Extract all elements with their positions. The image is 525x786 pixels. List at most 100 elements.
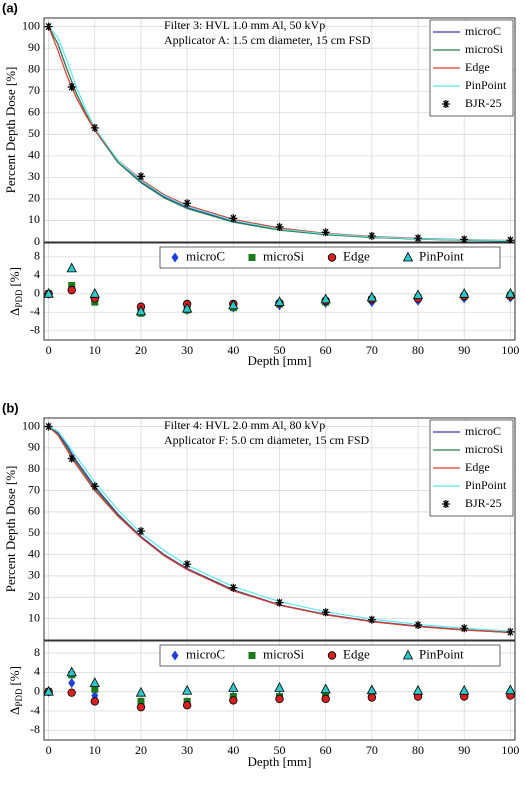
marker	[414, 621, 423, 630]
marker	[66, 666, 77, 677]
y-tick-label: 40	[28, 546, 40, 560]
y-tick-label: 50	[28, 525, 40, 539]
legend-swatch	[442, 500, 450, 508]
x-tick-label: 80	[412, 343, 424, 357]
y-axis-label: Percent Depth Dose [%]	[3, 67, 18, 194]
legend-swatch	[327, 253, 337, 262]
y-axis-label: Percent Depth Dose [%]	[3, 466, 18, 593]
marker	[228, 299, 239, 310]
marker	[412, 289, 424, 300]
y-tick-label: 20	[28, 589, 40, 603]
x-tick-label: 40	[227, 343, 239, 357]
plot-frame	[43, 242, 516, 341]
y-tick-label: 80	[28, 61, 40, 75]
x-tick-label: 90	[458, 343, 470, 357]
marker	[182, 701, 192, 710]
y-tick-label: 30	[28, 169, 40, 183]
legend-swatch	[327, 651, 337, 660]
marker	[459, 684, 470, 695]
marker	[229, 214, 238, 223]
x-axis-label: Depth [mm]	[248, 353, 312, 368]
y-tick-label: 50	[28, 126, 40, 140]
y-tick-label: 80	[28, 461, 40, 475]
marker	[367, 693, 377, 702]
y-label-symbol: Δ	[7, 308, 22, 316]
y-tick-label: 10	[28, 212, 40, 226]
marker	[460, 235, 469, 244]
annotation: Applicator A: 1.5 cm diameter, 15 cm FSD	[164, 33, 371, 47]
legend-swatch	[248, 254, 256, 261]
legend-label: BJR-25	[465, 496, 502, 510]
marker	[90, 482, 99, 491]
marker	[459, 287, 470, 298]
x-tick-label: 20	[135, 743, 147, 757]
annotation: Applicator F: 5.0 cm diameter, 15 cm FSD	[164, 433, 369, 447]
legend-swatch	[171, 650, 179, 661]
y-tick-label: 30	[28, 568, 40, 582]
x-tick-label: 100	[501, 343, 519, 357]
y-tick-label: 4	[34, 664, 40, 678]
x-tick-label: 30	[181, 343, 193, 357]
y-label-symbol: Δ	[7, 707, 22, 715]
annotation: Filter 3: HVL 1.0 mm Al, 50 kVp	[164, 18, 325, 32]
marker	[414, 234, 423, 243]
y-tick-label: 8	[34, 249, 40, 263]
y-axis-label: ΔPDD [%]	[7, 267, 24, 316]
marker	[136, 527, 145, 536]
plot-frame	[43, 17, 516, 243]
marker	[321, 228, 330, 237]
marker	[460, 624, 469, 633]
y-tick-label: -8	[30, 722, 40, 736]
y-tick-label: 20	[28, 191, 40, 205]
plot-frame	[43, 417, 516, 641]
marker	[229, 583, 238, 592]
marker	[67, 82, 76, 91]
y-tick-label: 60	[28, 504, 40, 518]
x-tick-label: 100	[501, 743, 519, 757]
y-tick-label: 8	[34, 645, 40, 659]
x-tick-label: 0	[46, 343, 52, 357]
legend-swatch	[442, 100, 450, 108]
marker	[366, 684, 378, 695]
x-tick-label: 60	[320, 743, 332, 757]
marker	[135, 686, 147, 697]
legend-label: BJR-25	[465, 96, 502, 110]
y-tick-label: 40	[28, 148, 40, 162]
legend-label: PinPoint	[419, 646, 464, 661]
marker	[275, 598, 284, 607]
legend-swatch	[402, 251, 414, 262]
marker	[320, 293, 331, 304]
legend-label: PinPoint	[465, 478, 507, 492]
x-axis-label: Depth [mm]	[248, 754, 312, 769]
y-label-subscript: PDD	[14, 688, 24, 707]
marker	[44, 22, 53, 31]
marker	[321, 694, 330, 704]
marker	[228, 681, 239, 692]
marker	[68, 281, 76, 289]
y-tick-label: 0	[34, 683, 40, 697]
legend-label: PinPoint	[465, 78, 507, 92]
x-tick-label: 40	[227, 743, 239, 757]
legend-label: Edge	[343, 646, 370, 661]
x-tick-label: 10	[89, 343, 101, 357]
y-label-subscript: PDD	[14, 289, 24, 308]
marker	[43, 287, 54, 298]
marker	[275, 694, 284, 704]
marker	[367, 231, 376, 240]
y-axis-label: ΔPDD [%]	[7, 666, 24, 715]
legend-label: microC	[186, 646, 225, 661]
x-tick-label: 30	[181, 743, 193, 757]
marker	[89, 677, 100, 687]
x-tick-label: 0	[46, 743, 52, 757]
y-label-unit: [%]	[7, 666, 22, 686]
legend-swatch	[248, 652, 256, 659]
legend-label: microC	[465, 424, 501, 438]
x-tick-label: 70	[366, 343, 378, 357]
marker	[90, 123, 99, 132]
x-tick-label: 60	[320, 343, 332, 357]
marker	[43, 685, 54, 696]
x-tick-label: 80	[412, 743, 424, 757]
y-tick-label: 60	[28, 105, 40, 119]
annotation: Filter 4: HVL 2.0 mm Al, 80 kVp	[164, 418, 325, 432]
y-tick-label: 90	[28, 440, 40, 454]
